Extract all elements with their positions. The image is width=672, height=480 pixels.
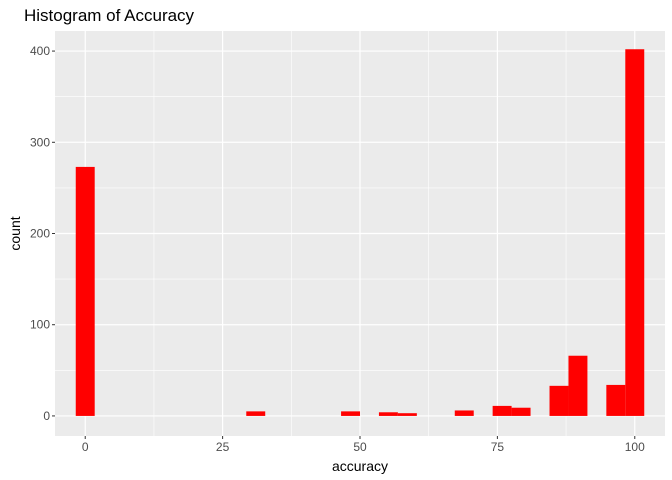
histogram-bar <box>549 385 569 416</box>
histogram-bar <box>397 413 417 416</box>
y-tick-label: 400 <box>30 44 50 58</box>
histogram-bar <box>625 49 645 416</box>
histogram-bars <box>75 49 645 416</box>
y-axis-title: count <box>7 216 23 250</box>
x-tick-label: 0 <box>82 440 89 454</box>
histogram-bar <box>341 411 361 416</box>
y-tick-label: 300 <box>30 135 50 149</box>
x-axis-title: accuracy <box>332 458 388 474</box>
histogram-bar <box>75 166 95 416</box>
histogram-bar <box>454 410 474 416</box>
x-tick-label: 75 <box>491 440 505 454</box>
x-tick-label: 25 <box>216 440 230 454</box>
x-axis-ticks: 0 25 50 75 100 <box>82 436 645 454</box>
histogram-bar <box>568 355 588 416</box>
histogram-bar <box>606 384 626 416</box>
histogram-bar <box>378 412 398 416</box>
histogram-bar <box>511 407 531 416</box>
y-axis-ticks: 0 100 200 300 400 <box>30 44 55 423</box>
histogram-bar <box>492 405 512 416</box>
x-tick-label: 100 <box>625 440 645 454</box>
chart-title: Histogram of Accuracy <box>24 6 195 25</box>
y-tick-label: 200 <box>30 227 50 241</box>
histogram-bar <box>246 411 266 416</box>
y-tick-label: 0 <box>43 409 50 423</box>
y-tick-label: 100 <box>30 318 50 332</box>
x-tick-label: 50 <box>353 440 367 454</box>
